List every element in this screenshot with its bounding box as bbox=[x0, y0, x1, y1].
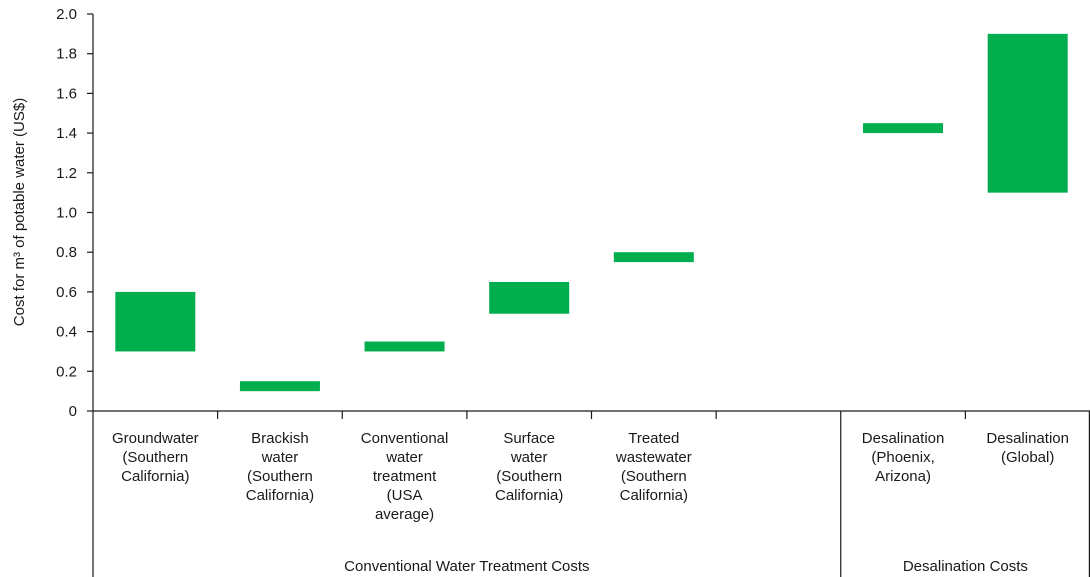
y-tick-label: 1.6 bbox=[56, 85, 77, 102]
x-category-label: treatment bbox=[373, 468, 437, 485]
x-category-label: California) bbox=[246, 487, 314, 504]
x-category-label: Desalination bbox=[862, 430, 945, 447]
x-axis: Groundwater (Southern California) Brackish w… bbox=[92, 410, 1090, 577]
x-category-label: (USA bbox=[387, 487, 423, 504]
x-category-label: water bbox=[385, 449, 423, 466]
y-tick-label: 1.8 bbox=[56, 46, 77, 63]
range-bar bbox=[115, 291, 196, 352]
x-group-label: Desalination Costs bbox=[903, 558, 1028, 575]
x-category-label: Desalination bbox=[986, 430, 1069, 447]
x-category-label: water bbox=[510, 449, 548, 466]
range-bar bbox=[489, 281, 570, 314]
range-bar bbox=[364, 341, 445, 352]
y-tick-label: 0 bbox=[69, 403, 77, 420]
x-category-label: water bbox=[261, 449, 299, 466]
x-category-label: (Southern bbox=[496, 468, 562, 485]
y-tick-label: 1.0 bbox=[56, 205, 77, 222]
range-bar bbox=[987, 33, 1068, 193]
y-tick-label: 0.6 bbox=[56, 284, 77, 301]
x-category-label: (Southern bbox=[621, 468, 687, 485]
x-category-label: (Southern bbox=[122, 449, 188, 466]
x-category-label: Surface bbox=[503, 430, 555, 447]
x-category-label: wastewater bbox=[615, 449, 692, 466]
y-tick-label: 1.2 bbox=[56, 165, 77, 182]
range-bar bbox=[863, 123, 944, 134]
y-axis: 0 0.2 0.4 0.6 0.8 1.0 1.2 1.4 1.6 1.8 2.0 bbox=[56, 6, 94, 420]
x-category-label: Brackish bbox=[251, 430, 309, 447]
y-tick-label: 0.8 bbox=[56, 244, 77, 261]
x-group-label: Conventional Water Treatment Costs bbox=[344, 558, 589, 575]
x-category-label: (Global) bbox=[1001, 449, 1054, 466]
x-category-label: California) bbox=[495, 487, 563, 504]
x-category-label: average) bbox=[375, 506, 434, 523]
range-bar bbox=[239, 381, 320, 392]
y-tick-label: 1.4 bbox=[56, 125, 77, 142]
y-tick-label: 2.0 bbox=[56, 6, 77, 23]
y-tick-label: 0.2 bbox=[56, 363, 77, 380]
x-category-label: Groundwater bbox=[112, 430, 199, 447]
x-category-label: Treated bbox=[628, 430, 679, 447]
x-category-label: (Phoenix, bbox=[871, 449, 934, 466]
y-tick-label: 0.4 bbox=[56, 324, 77, 341]
x-category-label: California) bbox=[121, 468, 189, 485]
range-bar bbox=[613, 252, 694, 263]
bars bbox=[115, 33, 1068, 392]
x-category-label: (Southern bbox=[247, 468, 313, 485]
x-category-label: California) bbox=[620, 487, 688, 504]
x-category-label: Conventional bbox=[361, 430, 449, 447]
y-axis-title: Cost for m³ of potable water (US$) bbox=[11, 98, 28, 326]
x-category-label: Arizona) bbox=[875, 468, 931, 485]
